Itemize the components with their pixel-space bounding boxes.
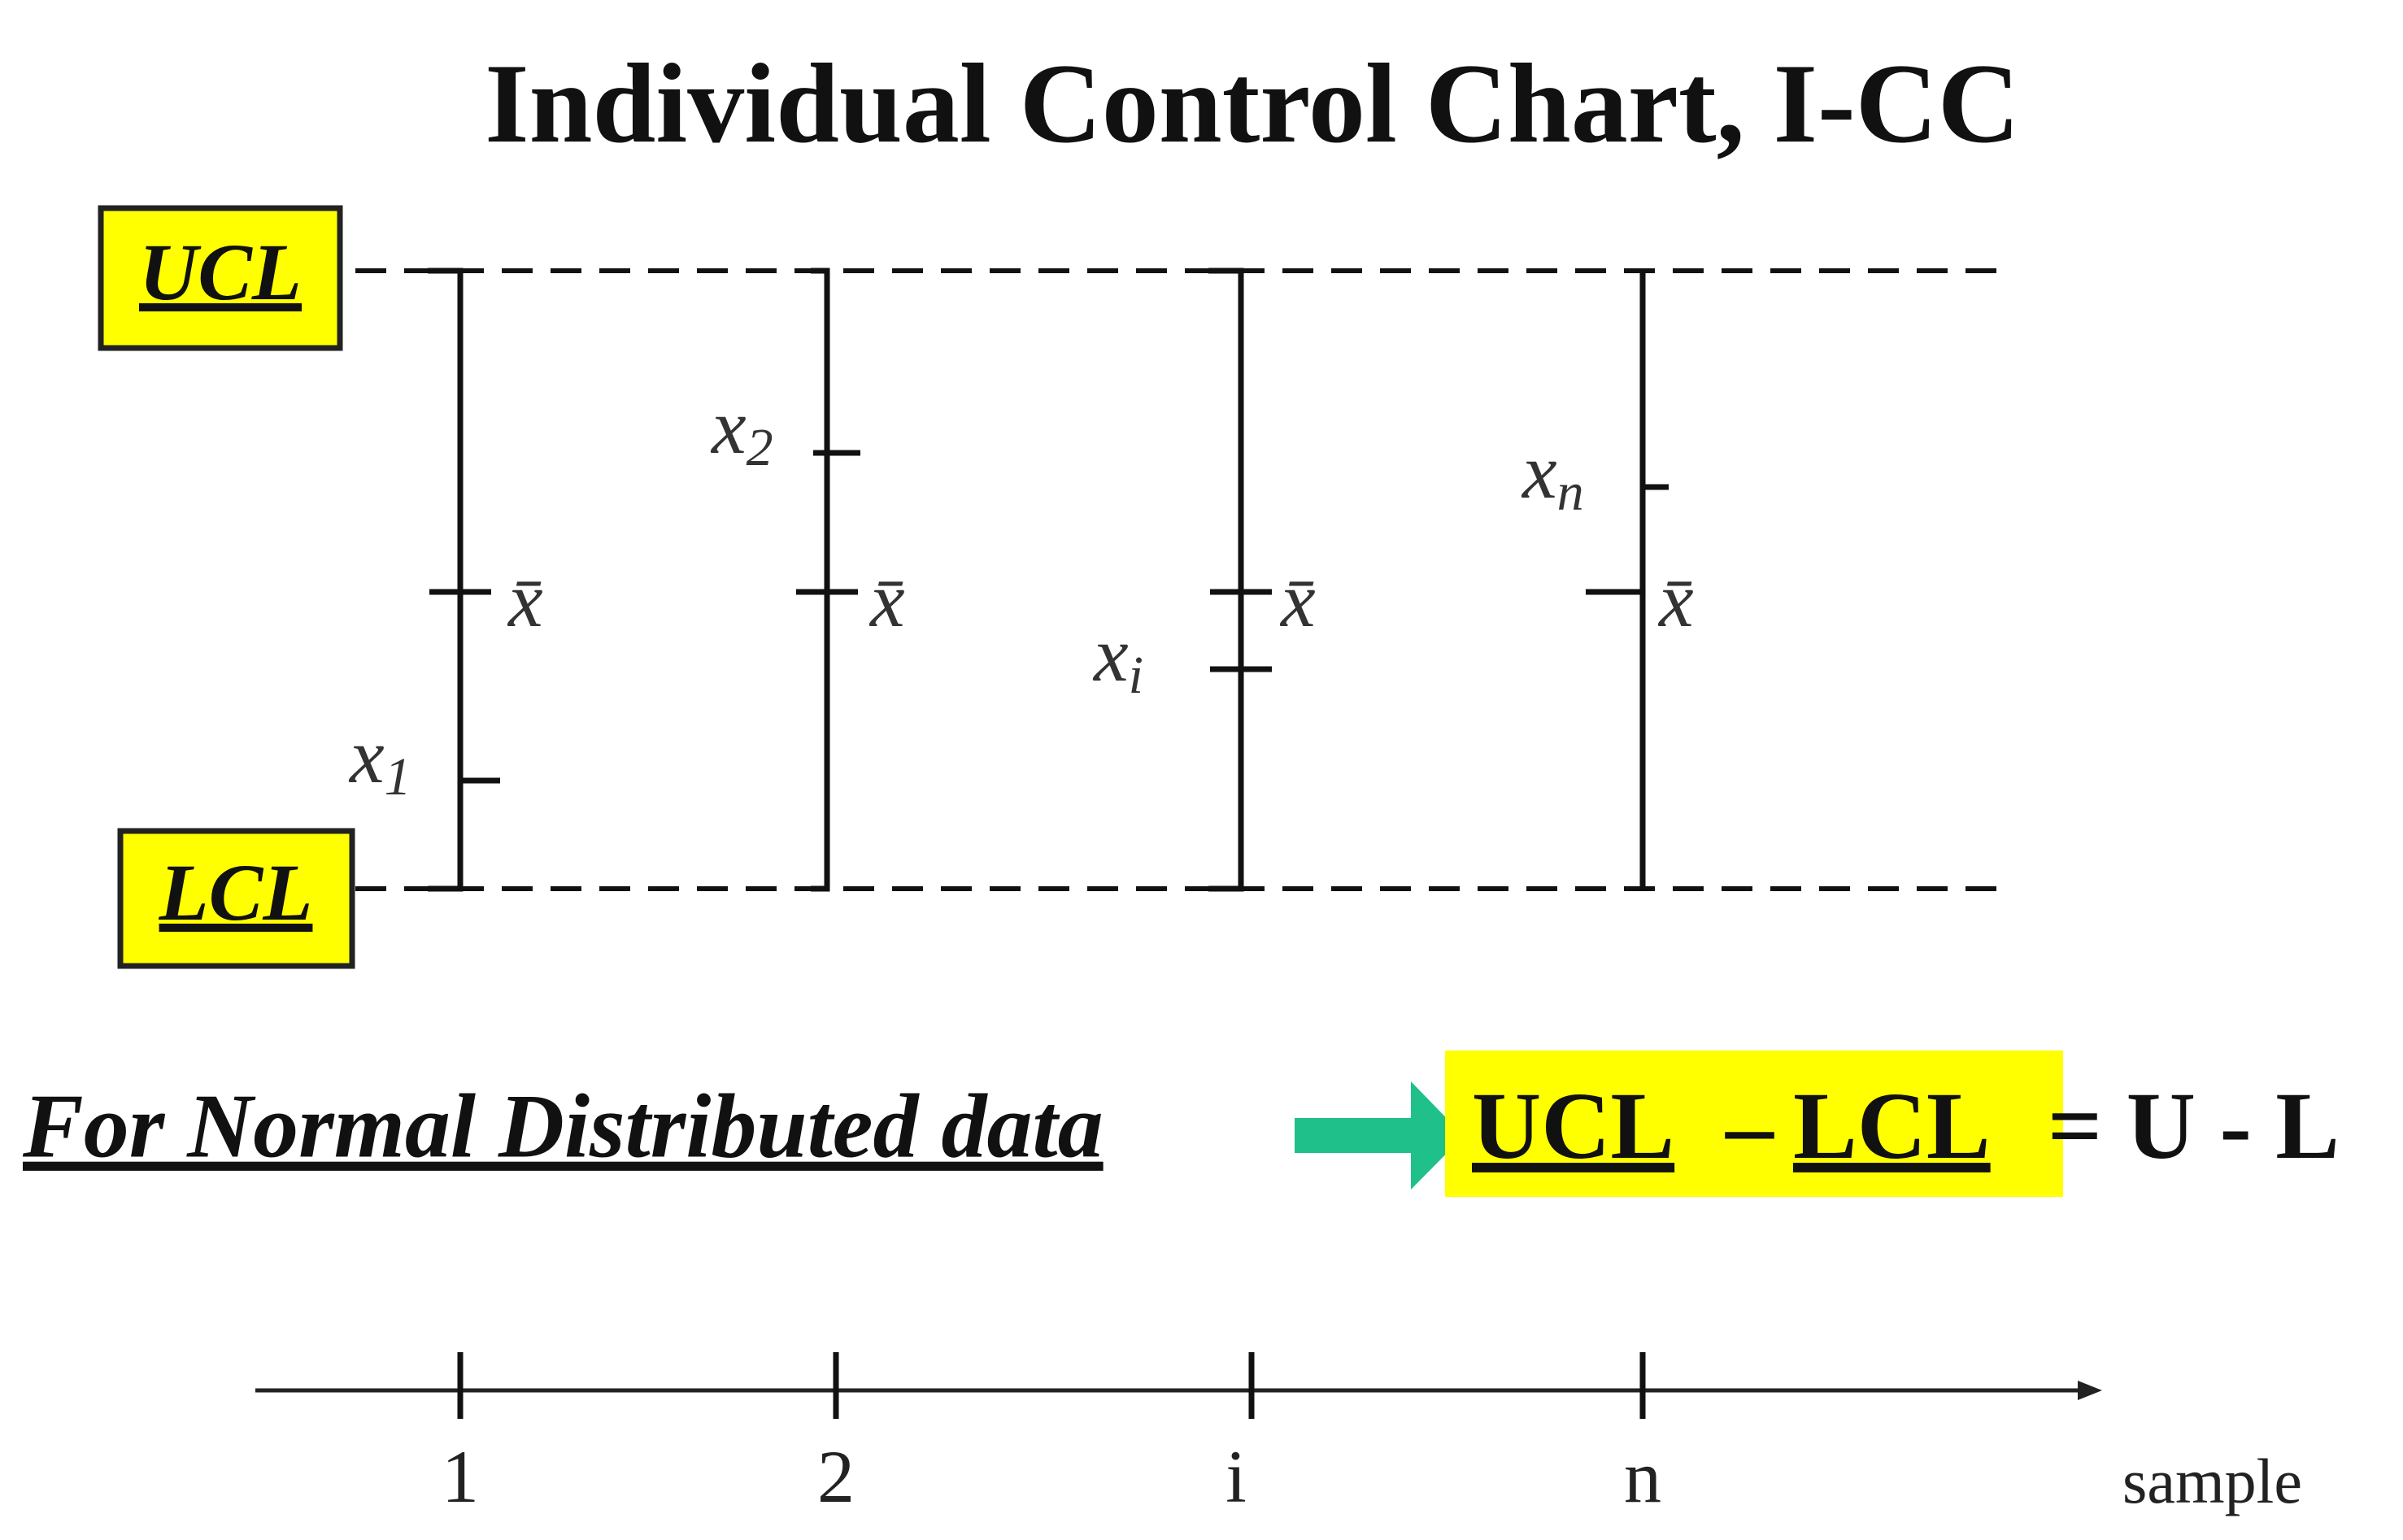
point-base: x bbox=[1521, 428, 1557, 515]
range-bar bbox=[1208, 268, 1244, 892]
formula-lead: For Normal Distributed data bbox=[22, 1077, 1104, 1177]
axis-label: sample bbox=[2122, 1446, 2302, 1516]
sample-range bbox=[1586, 271, 1669, 889]
axis-tick-label: 1 bbox=[442, 1435, 479, 1518]
mean-label: x̄ bbox=[1657, 556, 1694, 643]
title: Individual Control Chart, I-CC bbox=[485, 41, 2020, 167]
arrow bbox=[1295, 1081, 1464, 1190]
ucl-label: UCL bbox=[139, 227, 302, 317]
sample-range bbox=[796, 268, 860, 892]
point-sub: 1 bbox=[385, 747, 411, 807]
point-base: x bbox=[710, 383, 747, 470]
formula-minus: – bbox=[1725, 1072, 1774, 1179]
mean-label: x̄ bbox=[507, 556, 543, 643]
lcl-box bbox=[117, 828, 355, 969]
formula-lcl: LCL bbox=[1793, 1072, 1991, 1179]
axis-tick-label: i bbox=[1225, 1435, 1247, 1518]
point-base: x bbox=[1092, 611, 1129, 698]
formula-highlight bbox=[1445, 1051, 2063, 1197]
point-sub: 2 bbox=[747, 418, 773, 477]
range-bar bbox=[428, 268, 464, 892]
point-label: x2 bbox=[710, 383, 773, 477]
lcl-label: LCL bbox=[159, 847, 313, 937]
formula-rhs: = U - L bbox=[2048, 1072, 2340, 1179]
ucl-box bbox=[98, 205, 343, 351]
point-base: x bbox=[348, 712, 385, 799]
sample-range bbox=[428, 268, 500, 892]
point-label: x1 bbox=[348, 712, 411, 807]
axis-arrowhead bbox=[2078, 1381, 2102, 1400]
axis-tick-label: n bbox=[1624, 1435, 1661, 1518]
range-bar bbox=[811, 268, 830, 892]
axis-tick-label: 2 bbox=[817, 1435, 855, 1518]
point-label: xn bbox=[1521, 428, 1584, 522]
mean-label: x̄ bbox=[868, 556, 905, 643]
sample-range bbox=[1208, 268, 1272, 892]
point-label: xi bbox=[1092, 611, 1143, 705]
formula-ucl: UCL bbox=[1472, 1072, 1674, 1179]
point-sub: i bbox=[1129, 646, 1143, 705]
point-sub: n bbox=[1557, 463, 1584, 522]
mean-label: x̄ bbox=[1279, 556, 1316, 643]
